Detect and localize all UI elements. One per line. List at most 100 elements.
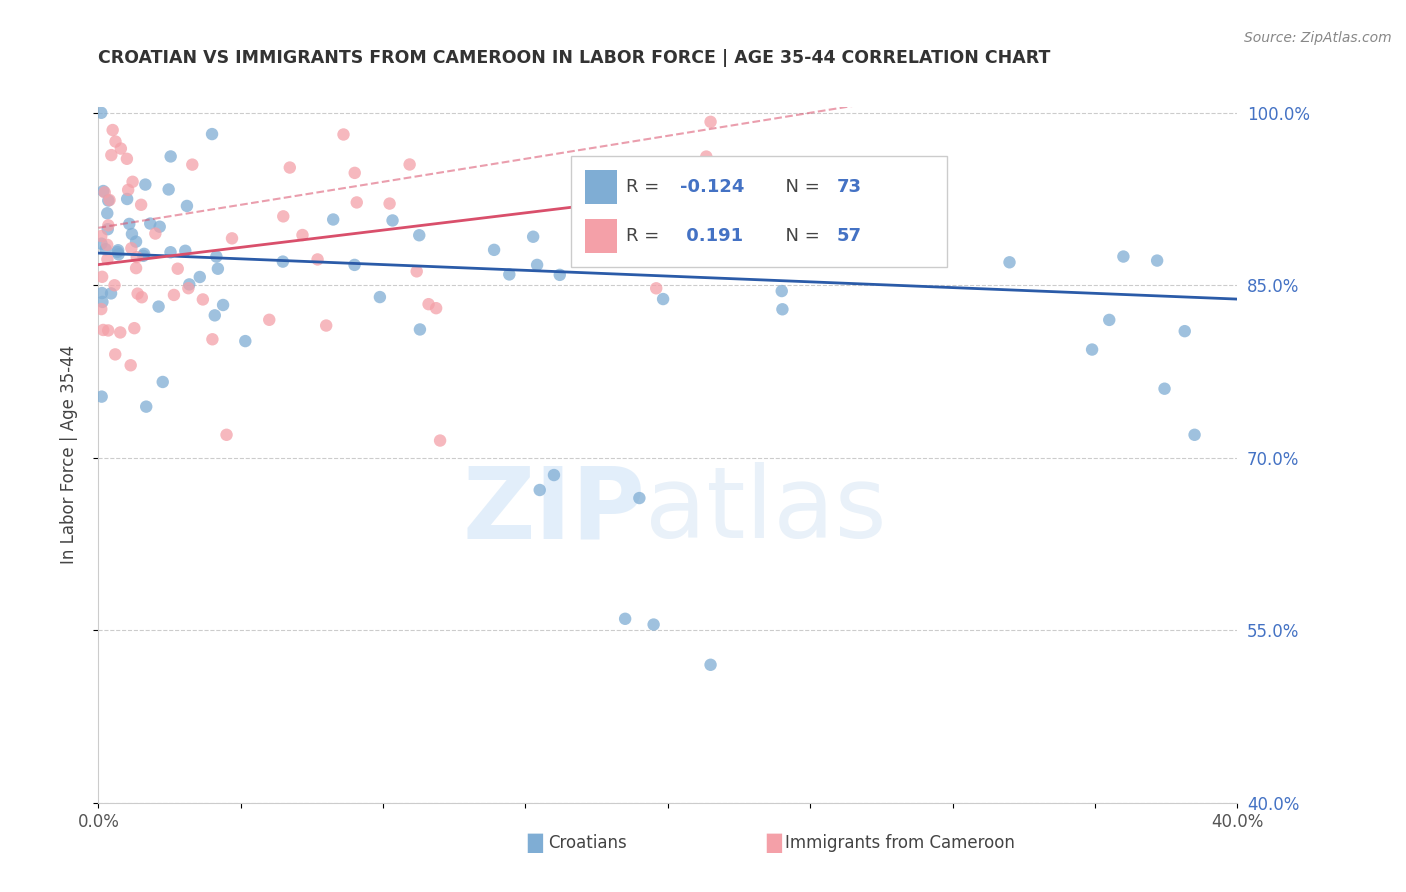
Point xyxy=(135,400,157,414)
Point xyxy=(159,149,181,163)
Text: N =: N = xyxy=(773,227,825,245)
Text: atlas: atlas xyxy=(645,462,887,559)
Point xyxy=(97,323,120,337)
Point xyxy=(1112,250,1135,264)
Point xyxy=(645,281,668,295)
Text: Immigrants from Cameroon: Immigrants from Cameroon xyxy=(785,834,1014,852)
Point xyxy=(343,258,366,272)
Point xyxy=(91,294,114,309)
Point xyxy=(120,359,142,373)
Point xyxy=(770,284,793,298)
Point xyxy=(191,293,214,307)
Point xyxy=(770,302,793,317)
Point xyxy=(1174,324,1197,338)
Point xyxy=(118,217,141,231)
Point xyxy=(163,288,186,302)
Text: ZIP: ZIP xyxy=(463,462,645,559)
Point xyxy=(166,261,188,276)
Point xyxy=(103,278,125,293)
Point xyxy=(278,161,301,175)
Point xyxy=(205,250,228,264)
Point xyxy=(97,222,120,236)
Point xyxy=(614,612,637,626)
Point xyxy=(91,323,114,337)
Point xyxy=(149,219,172,234)
Point xyxy=(548,268,571,282)
Text: 73: 73 xyxy=(837,178,862,196)
Point xyxy=(96,237,118,252)
Point xyxy=(529,483,551,497)
Point xyxy=(110,142,132,156)
Point xyxy=(152,375,174,389)
Point xyxy=(233,334,256,348)
Point xyxy=(105,245,128,260)
Point xyxy=(346,195,368,210)
Point xyxy=(643,617,665,632)
Point xyxy=(1184,427,1206,442)
Point xyxy=(121,227,143,241)
Point xyxy=(101,123,124,137)
Point xyxy=(181,158,204,172)
Point xyxy=(408,228,430,243)
Point xyxy=(291,227,314,242)
Point xyxy=(482,243,505,257)
Point xyxy=(97,219,120,233)
Point xyxy=(98,193,121,207)
Point xyxy=(129,198,152,212)
Point xyxy=(998,255,1021,269)
Point xyxy=(127,286,149,301)
Point xyxy=(215,427,238,442)
Text: Croatians: Croatians xyxy=(548,834,627,852)
FancyBboxPatch shape xyxy=(571,156,946,267)
Point xyxy=(343,166,366,180)
Point xyxy=(120,241,142,255)
Point xyxy=(212,298,235,312)
Point xyxy=(110,326,132,340)
Point xyxy=(425,301,447,315)
Point xyxy=(91,269,114,284)
Point xyxy=(418,297,440,311)
Point xyxy=(201,332,224,346)
FancyBboxPatch shape xyxy=(585,219,617,252)
Point xyxy=(207,261,229,276)
Point xyxy=(201,127,224,141)
Text: -0.124: -0.124 xyxy=(681,178,745,196)
Point xyxy=(93,186,115,200)
Point xyxy=(188,270,211,285)
Point xyxy=(90,236,112,251)
Point xyxy=(398,157,420,171)
Point xyxy=(104,347,127,361)
Point xyxy=(91,286,114,301)
Point xyxy=(405,264,427,278)
Point xyxy=(177,281,200,295)
Point xyxy=(90,302,112,317)
Text: CROATIAN VS IMMIGRANTS FROM CAMEROON IN LABOR FORCE | AGE 35-44 CORRELATION CHAR: CROATIAN VS IMMIGRANTS FROM CAMEROON IN … xyxy=(98,49,1050,67)
Point xyxy=(633,193,655,207)
Point xyxy=(125,235,148,249)
Point xyxy=(125,250,148,264)
Point xyxy=(179,277,201,292)
Point xyxy=(332,128,354,142)
Point xyxy=(315,318,337,333)
Point xyxy=(204,309,226,323)
Point xyxy=(748,248,770,262)
Point xyxy=(271,254,294,268)
Point xyxy=(1098,313,1121,327)
Point xyxy=(174,244,197,258)
Point xyxy=(96,252,118,267)
FancyBboxPatch shape xyxy=(585,170,617,203)
Point xyxy=(526,258,548,272)
Point xyxy=(107,244,129,258)
Point xyxy=(652,292,675,306)
Point xyxy=(409,322,432,336)
Point xyxy=(121,175,143,189)
Point xyxy=(176,199,198,213)
Point xyxy=(1146,253,1168,268)
Point xyxy=(117,183,139,197)
Point xyxy=(134,178,156,192)
Point xyxy=(94,242,117,256)
Point xyxy=(97,194,120,208)
Point xyxy=(100,148,122,162)
Point xyxy=(381,213,404,227)
Point xyxy=(90,229,112,244)
